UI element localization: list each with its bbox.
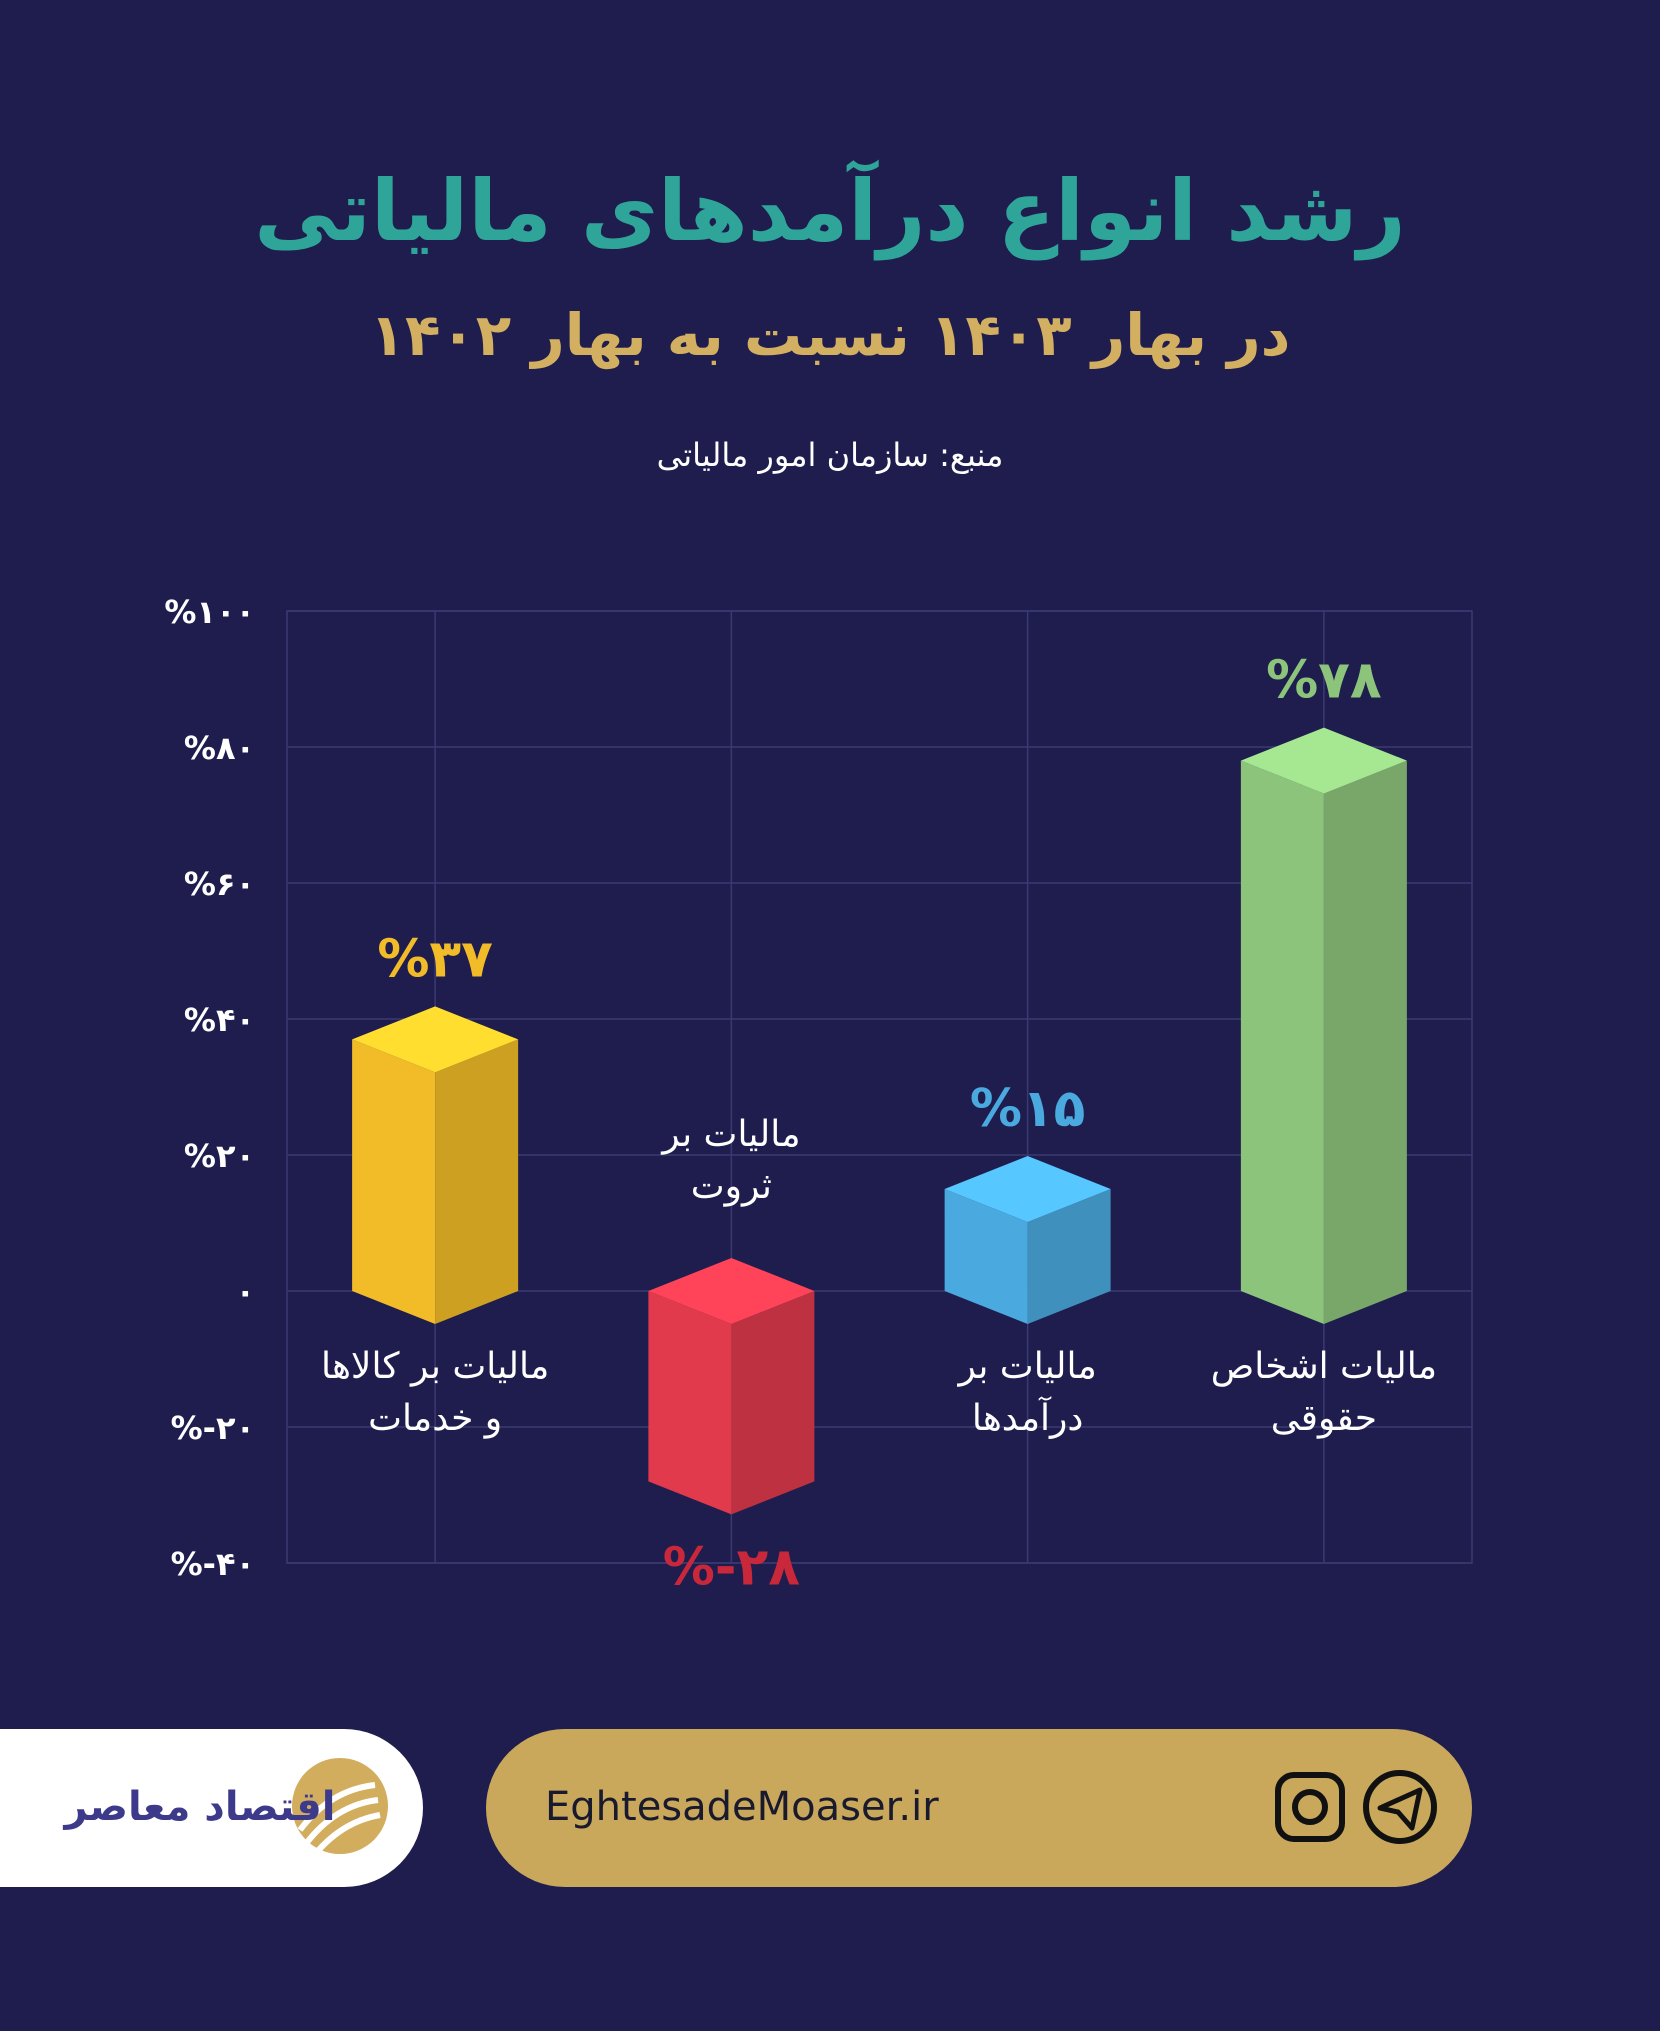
footer-pill <box>486 1729 1472 1887</box>
bar-right-face <box>435 1039 519 1324</box>
bar-left-face <box>1240 760 1324 1324</box>
source: منبع: سازمان امور مالیاتی <box>657 436 1004 474</box>
category-label: مالیات اشخاص حقوقی <box>1210 1346 1438 1440</box>
bar-left-face <box>944 1189 1028 1324</box>
y-tick-label: %۸۰ <box>184 729 255 767</box>
y-tick-label: ۰ <box>235 1273 255 1311</box>
bar-left-face <box>352 1039 436 1324</box>
y-tick-label: %۴۰ <box>184 1001 255 1039</box>
chart-subtitle: در بهار ۱۴۰۳ نسبت به بهار ۱۴۰۲ <box>370 301 1291 370</box>
instagram-icon[interactable] <box>1275 1772 1345 1842</box>
y-tick-label: %-۲۰ <box>171 1409 255 1447</box>
bar-right-face <box>1323 760 1407 1324</box>
bar-right-face <box>1027 1189 1111 1324</box>
telegram-icon[interactable] <box>1363 1770 1437 1844</box>
logo-text: اقتصاد معاصر <box>62 1784 335 1830</box>
website[interactable]: EghtesadeMoaser.ir <box>545 1784 939 1830</box>
y-tick-label: %-۴۰ <box>171 1545 255 1583</box>
telegram-plane <box>1377 1787 1423 1831</box>
category-label: مالیات بر ثروت <box>662 1113 801 1207</box>
value-label: %۱۵ <box>970 1079 1086 1139</box>
value-label: %۳۷ <box>377 929 493 989</box>
bar-right-face <box>731 1291 815 1515</box>
logo-lines <box>297 1782 381 1860</box>
bar-top-face <box>352 1006 519 1073</box>
logo-pill-edge <box>0 1729 100 1887</box>
y-tick-label: %۶۰ <box>184 865 255 903</box>
chart-title: رشد انواع درآمدهای مالیاتی <box>254 159 1405 261</box>
instagram-icon-lens <box>1292 1789 1328 1825</box>
bar-top-face <box>648 1258 815 1324</box>
value-label: %-۲۸ <box>663 1537 800 1597</box>
bar-top-face <box>1240 727 1407 794</box>
category-label: مالیات بر درآمدها <box>958 1346 1097 1440</box>
y-tick-label: %۱۰۰ <box>164 593 255 631</box>
value-label: %۷۸ <box>1266 651 1382 711</box>
bar-top-face <box>944 1156 1111 1222</box>
y-tick-label: %۲۰ <box>184 1137 255 1175</box>
bar-left-face <box>648 1291 732 1515</box>
category-label: مالیات بر کالاها و خدمات <box>320 1346 550 1440</box>
